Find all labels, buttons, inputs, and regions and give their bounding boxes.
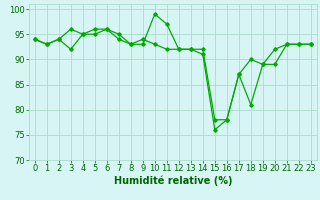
X-axis label: Humidité relative (%): Humidité relative (%) xyxy=(114,176,232,186)
